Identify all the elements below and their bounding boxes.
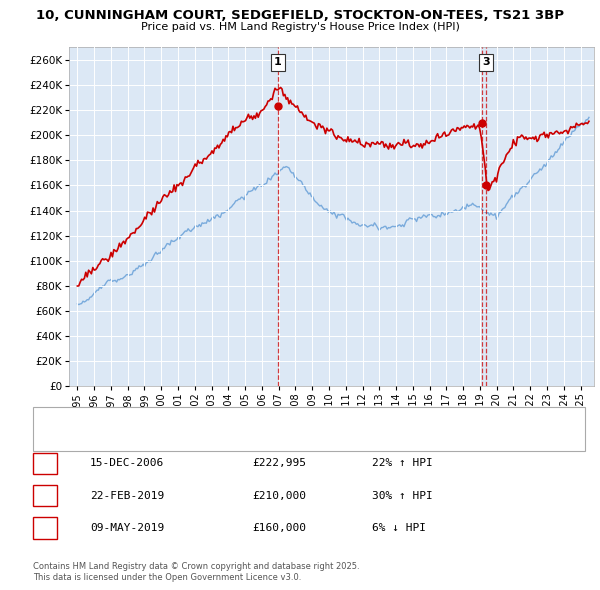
Text: 1: 1 bbox=[41, 458, 49, 468]
Text: 15-DEC-2006: 15-DEC-2006 bbox=[90, 458, 164, 468]
Text: £210,000: £210,000 bbox=[252, 491, 306, 500]
Text: 22% ↑ HPI: 22% ↑ HPI bbox=[372, 458, 433, 468]
Text: 10, CUNNINGHAM COURT, SEDGEFIELD, STOCKTON-ON-TEES, TS21 3BP (detached house): 10, CUNNINGHAM COURT, SEDGEFIELD, STOCKT… bbox=[72, 410, 475, 419]
Text: 6% ↓ HPI: 6% ↓ HPI bbox=[372, 523, 426, 533]
Text: 1: 1 bbox=[274, 57, 282, 67]
Text: ————: ———— bbox=[44, 433, 88, 443]
Text: £160,000: £160,000 bbox=[252, 523, 306, 533]
Text: ————: ———— bbox=[44, 409, 88, 419]
Text: HPI: Average price, detached house, County Durham: HPI: Average price, detached house, Coun… bbox=[72, 434, 311, 442]
Text: Contains HM Land Registry data © Crown copyright and database right 2025.
This d: Contains HM Land Registry data © Crown c… bbox=[33, 562, 359, 582]
Text: 09-MAY-2019: 09-MAY-2019 bbox=[90, 523, 164, 533]
Text: £222,995: £222,995 bbox=[252, 458, 306, 468]
Text: Price paid vs. HM Land Registry's House Price Index (HPI): Price paid vs. HM Land Registry's House … bbox=[140, 22, 460, 32]
Text: 30% ↑ HPI: 30% ↑ HPI bbox=[372, 491, 433, 500]
Text: 3: 3 bbox=[41, 523, 49, 533]
Text: 2: 2 bbox=[41, 491, 49, 500]
Text: 3: 3 bbox=[482, 57, 490, 67]
Text: 10, CUNNINGHAM COURT, SEDGEFIELD, STOCKTON-ON-TEES, TS21 3BP: 10, CUNNINGHAM COURT, SEDGEFIELD, STOCKT… bbox=[36, 9, 564, 22]
Text: 22-FEB-2019: 22-FEB-2019 bbox=[90, 491, 164, 500]
